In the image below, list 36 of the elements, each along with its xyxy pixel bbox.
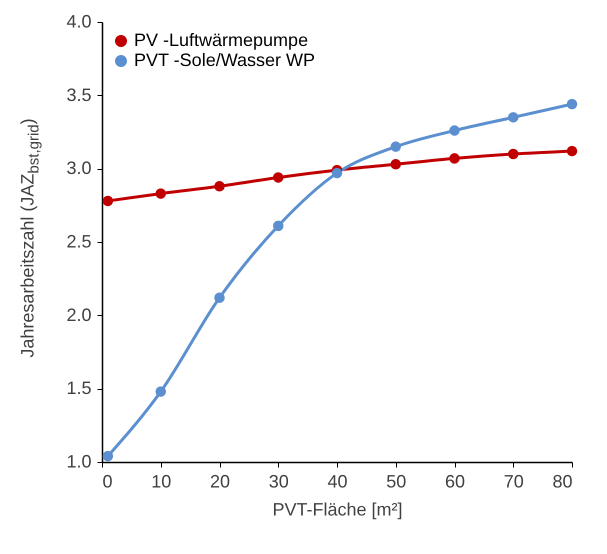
point [332, 168, 342, 178]
x-tick-label: 40 [327, 472, 348, 492]
point [214, 181, 225, 192]
x-tick-label: 70 [504, 472, 524, 492]
x-tick-label: 80 [552, 472, 572, 492]
point [566, 146, 578, 156]
x-tick-label: 10 [151, 472, 172, 492]
point [102, 450, 114, 462]
y-tick-label: 3.0 [66, 158, 92, 178]
point [156, 386, 166, 397]
point [390, 141, 401, 152]
y-tick-label: 2.5 [66, 232, 92, 252]
x-tick-label: 0 [102, 472, 113, 492]
point [449, 153, 460, 164]
x-axis-title: PVT-Fläche [m²] [272, 500, 403, 520]
point [449, 125, 460, 136]
point [156, 188, 166, 199]
x-tick-label: 60 [444, 472, 466, 492]
point [102, 196, 114, 206]
x-tick-label: 30 [268, 472, 289, 492]
point [508, 112, 518, 123]
x-tick-label: 20 [210, 472, 230, 492]
point [508, 148, 518, 160]
point [214, 292, 225, 303]
y-tick-label: 2.0 [66, 304, 92, 325]
point [273, 172, 284, 183]
point [273, 220, 284, 232]
y-tick-label: 3.5 [66, 84, 92, 105]
y-tick-label: 1.0 [66, 452, 92, 472]
x-tick-label: 50 [386, 472, 406, 492]
point [390, 159, 401, 170]
y-tick-label: 4.0 [66, 12, 92, 32]
legend-label: PV -Luftwärmepumpe [134, 30, 308, 50]
point [566, 98, 578, 110]
y-tick-label: 1.5 [66, 378, 92, 398]
legend-label: PVT -Sole/Wasser WP [134, 50, 316, 70]
